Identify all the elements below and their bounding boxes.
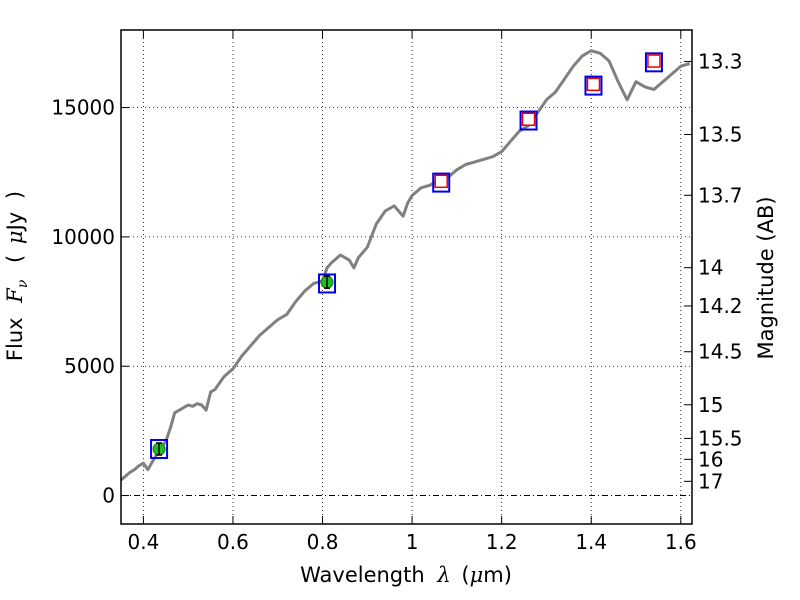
observed-flux-point [647,54,661,68]
model-flux-marker [318,273,337,294]
x-axis-label: Wavelength λ (μm) [300,563,512,587]
y2-tick-label: 15 [698,393,723,417]
y2-tick-label: 13.5 [698,122,743,146]
plot-frame [120,29,693,525]
grid [121,30,692,524]
y2-tick-label: 13.7 [698,183,743,207]
y2-tick-label: 16 [698,447,723,471]
y2-tick-label: 14.2 [698,294,743,318]
x-tick-label: 0.4 [127,530,159,554]
spectrum-line [120,49,691,482]
observed-flux-point [521,112,536,126]
x-tick-label: 0.8 [307,530,339,554]
y2-tick-label: 17 [698,469,723,493]
y-axis-label: Flux Fν ( μJy ) [3,191,32,361]
observed-flux-point [434,174,448,189]
y-tick-label: 15000 [51,96,115,120]
photometry-points [150,52,663,459]
model-flux-marker [584,75,603,96]
y2-tick-label: 14 [698,256,723,280]
x-tick-label: 1 [406,530,419,554]
model-flux-marker [519,110,538,131]
y2-tick-label: 13.3 [698,50,743,74]
x-tick-label: 1.2 [486,530,518,554]
y2-tick-label: 15.5 [698,426,743,450]
y-tick-label: 5000 [64,354,115,378]
x-tick-label: 1.4 [575,530,607,554]
model-flux-marker [432,172,451,193]
x-tick-label: 1.6 [665,530,697,554]
model-flux-marker [644,52,663,73]
y-tick-label: 0 [102,484,115,508]
y2-tick-label: 14.5 [698,340,743,364]
y-tick-label: 10000 [51,225,115,249]
axis-ticks: 0.4 0.6 0.8 1 1.2 1.4 1.6 0 5000 10000 15000 13.3 13… [51,30,743,554]
model-flux-marker [150,438,169,459]
y2-axis-label: Magnitude (AB) [754,196,778,359]
x-tick-label: 0.6 [217,530,249,554]
observed-flux-point [586,77,601,92]
